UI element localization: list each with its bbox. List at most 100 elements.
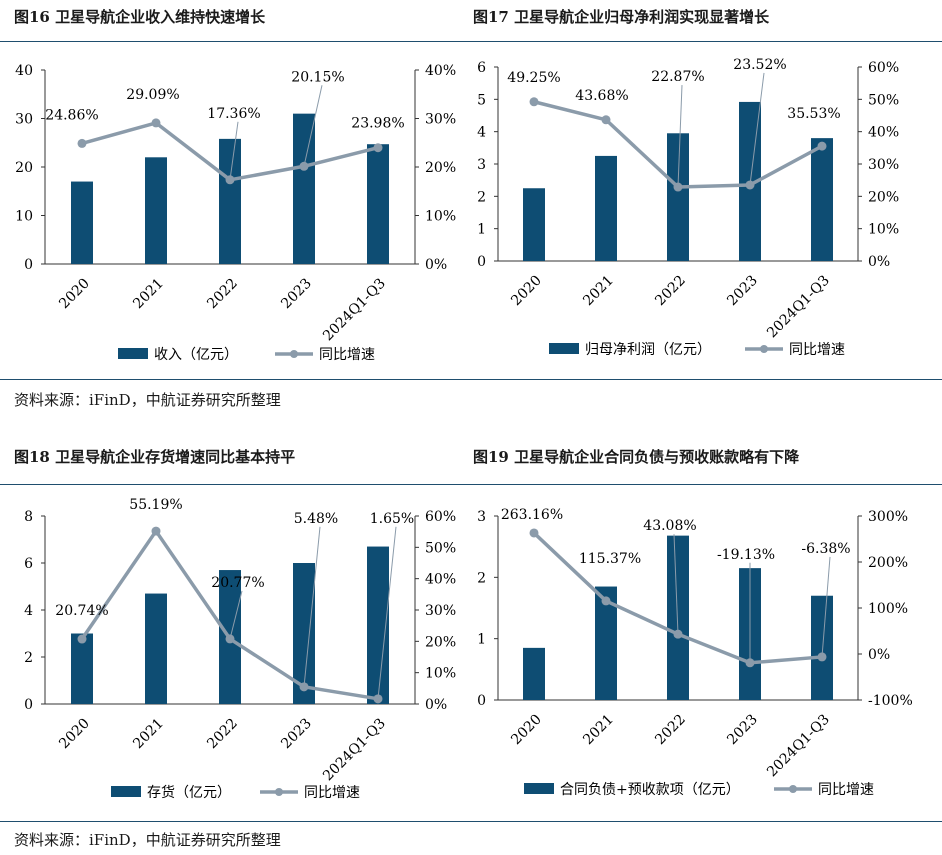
- right-tick-label: 200%: [868, 555, 908, 571]
- growth-point: [601, 115, 611, 125]
- data-label: -19.13%: [717, 547, 775, 563]
- data-label-leader: [821, 556, 831, 657]
- legend-bar-swatch: [118, 348, 148, 359]
- data-label-leader: [377, 526, 397, 699]
- bottom-header-rule: [0, 484, 942, 485]
- legend-line-label: 同比增速: [319, 347, 375, 363]
- x-tick-label: 2021: [580, 712, 617, 749]
- bar: [595, 155, 617, 261]
- data-label: 35.53%: [787, 106, 840, 122]
- left-tick-label: 40: [15, 63, 33, 79]
- left-tick-label: 0: [24, 697, 33, 713]
- data-label: 20.15%: [291, 69, 344, 85]
- growth-point: [77, 138, 87, 148]
- legend-line-marker: [290, 350, 298, 358]
- bar: [811, 138, 833, 261]
- data-label-leader: [229, 590, 243, 640]
- data-label-leader: [673, 534, 679, 635]
- top-source-rule: [0, 379, 942, 380]
- right-tick-label: 20%: [425, 160, 456, 176]
- growth-point: [77, 634, 87, 644]
- right-tick-label: 0%: [425, 257, 447, 273]
- data-label-leader: [303, 85, 323, 167]
- right-tick-label: 30%: [868, 157, 899, 173]
- right-tick-label: 40%: [425, 572, 456, 588]
- legend-line-marker: [789, 785, 797, 793]
- left-tick-label: 20: [15, 160, 33, 176]
- legend-bar-swatch: [549, 343, 579, 354]
- x-tick-label: 2020: [508, 712, 545, 749]
- data-label: -6.38%: [801, 541, 850, 557]
- chart18-title: 图18 卫星导航企业存货增速同比基本持平: [14, 448, 296, 466]
- right-tick-label: 50%: [868, 92, 899, 108]
- right-tick-label: 100%: [868, 601, 908, 617]
- growth-point: [151, 526, 161, 536]
- right-tick-label: 40%: [425, 63, 456, 79]
- chart16-title: 图16 卫星导航企业收入维持快速增长: [14, 8, 266, 26]
- data-label: 29.09%: [126, 87, 179, 103]
- bar: [145, 157, 167, 264]
- data-label: 22.87%: [651, 69, 704, 85]
- data-label: 20.74%: [55, 603, 108, 619]
- legend-bar-swatch: [524, 783, 554, 794]
- legend-line-label: 同比增速: [304, 785, 360, 801]
- legend-bar-label: 存货（亿元）: [147, 784, 231, 801]
- right-tick-label: 0%: [425, 697, 447, 713]
- data-label: 23.52%: [733, 57, 786, 73]
- right-tick-label: 0%: [868, 254, 890, 270]
- right-tick-label: 10%: [425, 209, 456, 225]
- growth-point: [529, 528, 539, 538]
- right-tick-label: 10%: [425, 666, 456, 682]
- data-label: 24.86%: [45, 107, 98, 123]
- growth-point: [373, 143, 383, 153]
- left-tick-label: 2: [477, 189, 486, 205]
- growth-point: [817, 141, 827, 151]
- growth-point: [529, 97, 539, 107]
- data-label-leader: [677, 85, 683, 188]
- right-tick-label: 60%: [425, 509, 456, 525]
- left-tick-label: 10: [15, 209, 33, 225]
- x-tick-label: 2023: [724, 712, 761, 749]
- top-header-rule: [0, 41, 942, 42]
- right-tick-label: 300%: [868, 509, 908, 525]
- data-label-leader: [303, 526, 321, 687]
- left-tick-label: 30: [15, 112, 33, 128]
- left-tick-label: 0: [477, 254, 486, 270]
- left-tick-label: 3: [477, 509, 486, 525]
- legend-bar-swatch: [111, 786, 141, 797]
- bar: [367, 144, 389, 264]
- right-tick-label: 50%: [425, 540, 456, 556]
- left-tick-label: 0: [477, 693, 486, 709]
- bar: [811, 595, 833, 700]
- data-label: 263.16%: [501, 507, 563, 523]
- right-tick-label: 0%: [868, 647, 890, 663]
- left-tick-label: 6: [24, 556, 33, 572]
- bar: [71, 181, 93, 264]
- data-label-leader: [229, 121, 239, 180]
- left-tick-label: 0: [24, 257, 33, 273]
- right-tick-label: 20%: [868, 189, 899, 205]
- growth-point: [601, 596, 611, 606]
- x-tick-label: 2024Q1-Q3: [764, 712, 833, 781]
- left-tick-label: 6: [477, 60, 486, 76]
- right-tick-label: 60%: [868, 60, 899, 76]
- data-label: 23.98%: [351, 116, 404, 132]
- data-label: 1.65%: [370, 511, 414, 527]
- left-tick-label: 4: [24, 603, 33, 619]
- bar: [367, 546, 389, 704]
- bar: [145, 593, 167, 704]
- chart17-title: 图17 卫星导航企业归母净利润实现显著增长: [473, 8, 770, 26]
- legend-line-marker: [760, 345, 768, 353]
- bar: [595, 586, 617, 700]
- data-label: 43.68%: [575, 88, 628, 104]
- legend-bar-label: 合同负债+预收款项（亿元）: [560, 782, 740, 798]
- right-tick-label: 30%: [425, 603, 456, 619]
- bar: [293, 563, 315, 704]
- top-source-note: 资料来源：iFinD，中航证券研究所整理: [14, 391, 281, 409]
- bar: [219, 138, 241, 264]
- bar: [71, 633, 93, 704]
- bottom-source-note: 资料来源：iFinD，中航证券研究所整理: [14, 831, 281, 849]
- growth-point: [151, 118, 161, 128]
- bar: [293, 113, 315, 265]
